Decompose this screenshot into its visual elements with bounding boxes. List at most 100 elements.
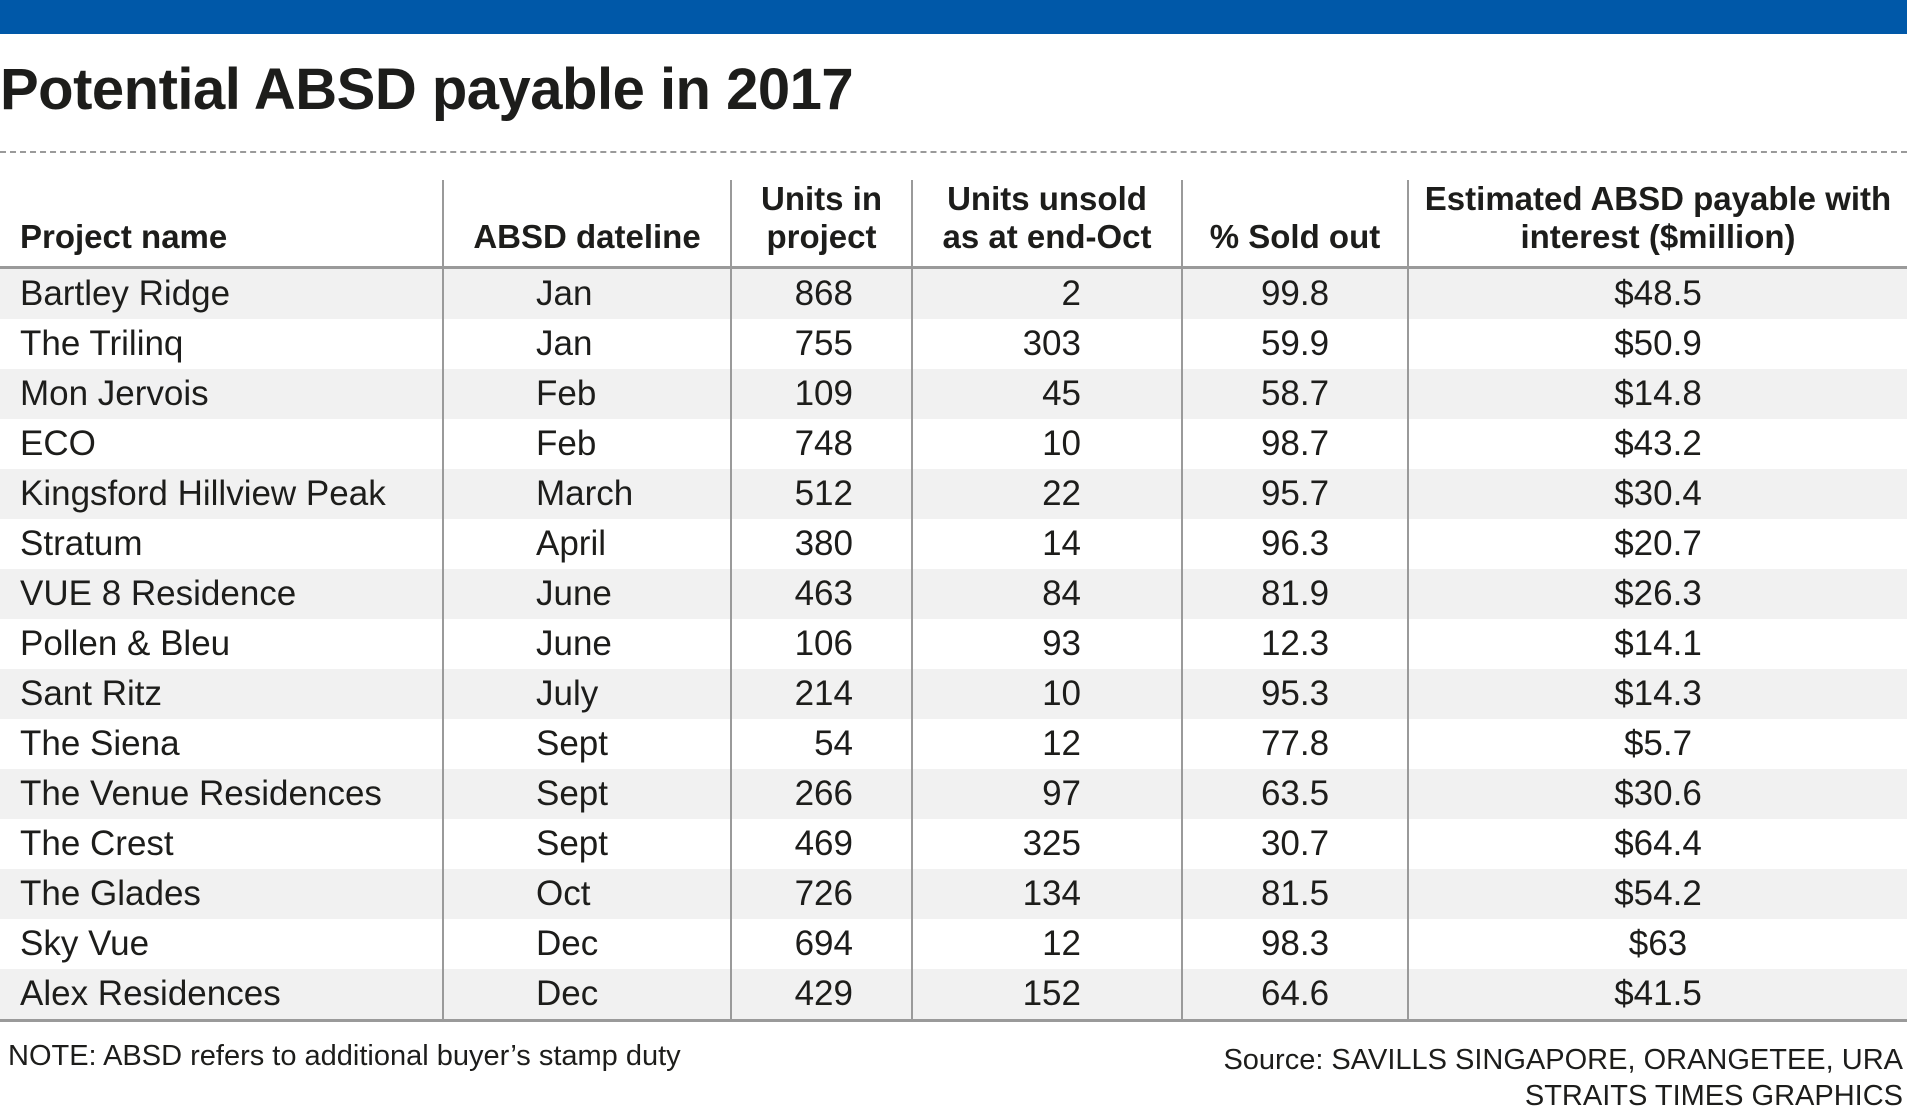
column-header: ABSD dateline: [442, 180, 731, 269]
table-cell: $14.8: [1407, 369, 1907, 419]
table-cell: $43.2: [1407, 419, 1907, 469]
column-header-line: % Sold out: [1209, 218, 1381, 255]
table-cell: 81.5: [1181, 869, 1408, 919]
table-cell: 95.3: [1181, 669, 1408, 719]
column-header-line: Project name: [20, 218, 228, 255]
table-cell: 45: [911, 369, 1182, 419]
table-cell: $41.5: [1407, 969, 1907, 1022]
table-cell: 14: [911, 519, 1182, 569]
table-cell: Sept: [442, 719, 731, 769]
table-cell: 63.5: [1181, 769, 1408, 819]
table-cell: $64.4: [1407, 819, 1907, 869]
table-cell: The Siena: [20, 724, 180, 763]
table-cell: $63: [1407, 919, 1907, 969]
column-header-line: Units unsold: [947, 180, 1147, 217]
table-cell: Sept: [442, 769, 731, 819]
table-cell: Sky Vue: [20, 924, 150, 963]
table-cell: 64.6: [1181, 969, 1408, 1022]
table-cell: $48.5: [1407, 267, 1907, 319]
table-cell: 12: [911, 919, 1182, 969]
table-body: Bartley Ridge Jan 868 2 99.8 $48.5 The Trilinq…: [0, 267, 1907, 1022]
table-cell: April: [442, 519, 731, 569]
table-cell: 96.3: [1181, 519, 1408, 569]
column-header: Units in project: [730, 180, 912, 269]
table-cell: 463: [730, 569, 912, 619]
table-cell: Jan: [442, 267, 731, 319]
column-header: Estimated ABSD payable with interest ($mi…: [1407, 180, 1907, 269]
table-cell: 97: [911, 769, 1182, 819]
table-cell: Bartley Ridge: [0, 267, 443, 319]
table-cell: Sept: [442, 819, 731, 869]
table-cell: $5.7: [1407, 719, 1907, 769]
table-cell: 152: [911, 969, 1182, 1022]
table-cell: $20.7: [1407, 519, 1907, 569]
table-cell: 98.3: [1181, 919, 1408, 969]
table-cell: 469: [730, 819, 912, 869]
source-credit: Source: SAVILLS SINGAPORE, ORANGETEE, UR…: [1223, 1042, 1903, 1114]
table-row: Sant Ritz July 214 10 95.3 $14.3: [0, 669, 1907, 719]
table-cell: 748: [730, 419, 912, 469]
table-cell: $30.6: [1407, 769, 1907, 819]
column-header-line: interest ($million): [1520, 218, 1796, 255]
table-cell: 380: [730, 519, 912, 569]
table-cell: 95.7: [1181, 469, 1408, 519]
table-cell: June: [442, 619, 731, 669]
table-cell: July: [442, 669, 731, 719]
page-title: Potential ABSD payable in 2017: [0, 57, 854, 122]
table-cell: 325: [911, 819, 1182, 869]
table-cell: The Glades: [0, 869, 443, 919]
dashed-divider: [0, 151, 1907, 153]
table-row: VUE 8 Residence June 463 84 81.9 $26.3: [0, 569, 1907, 619]
table-row: Mon Jervois Feb 109 45 58.7 $14.8: [0, 369, 1907, 419]
table-cell: $30.4: [1407, 469, 1907, 519]
table-cell: $14.1: [1407, 619, 1907, 669]
table-cell: 266: [730, 769, 912, 819]
table-cell: $14.3: [1407, 669, 1907, 719]
table-cell: 868: [730, 267, 912, 319]
table-cell: VUE 8 Residence: [0, 569, 443, 619]
column-header-line: ABSD dateline: [473, 218, 701, 255]
table-cell: 755: [730, 319, 912, 369]
column-header-line: project: [766, 218, 877, 255]
table-cell: 98.7: [1181, 419, 1408, 469]
absd-table: Project name ABSD dateline Units in proje…: [0, 180, 1907, 1022]
table-cell: Pollen & Bleu: [20, 624, 231, 663]
table-cell: Dec: [442, 919, 731, 969]
column-header: Project name: [0, 180, 443, 269]
column-header: % Sold out: [1181, 180, 1408, 269]
table-cell: $50.9: [1407, 319, 1907, 369]
table-cell: 54: [730, 719, 912, 769]
table-row: ECO Feb 748 10 98.7 $43.2: [0, 419, 1907, 469]
column-header-line: Estimated ABSD payable with: [1424, 180, 1892, 217]
table-cell: The Trilinq: [20, 324, 184, 363]
table-cell: 10: [911, 669, 1182, 719]
credit-line: STRAITS TIMES GRAPHICS: [1524, 1080, 1903, 1112]
footnote: NOTE: ABSD refers to additional buyer’s …: [8, 1040, 681, 1072]
table-header-row: Project name ABSD dateline Units in proje…: [0, 180, 1907, 269]
table-row: Kingsford Hillview Peak March 512 22 95.7 $30…: [0, 469, 1907, 519]
table-cell: 30.7: [1181, 819, 1408, 869]
table-cell: 93: [911, 619, 1182, 669]
table-cell: 134: [911, 869, 1182, 919]
table-row: Pollen & Bleu June 106 93 12.3 $14.1: [0, 619, 1907, 669]
table-cell: ECO: [20, 424, 96, 463]
table-row: Bartley Ridge Jan 868 2 99.8 $48.5: [0, 267, 1907, 319]
table-cell: 214: [730, 669, 912, 719]
table-cell: 12.3: [1181, 619, 1408, 669]
table-cell: 303: [911, 319, 1182, 369]
table-cell: The Venue Residences: [0, 769, 443, 819]
table-cell: Alex Residences: [0, 969, 443, 1022]
table-cell: Oct: [442, 869, 731, 919]
table-cell: Mon Jervois: [0, 369, 443, 419]
table-cell: June: [442, 569, 731, 619]
table-cell: Feb: [442, 419, 731, 469]
table-row: The Venue Residences Sept 266 97 63.5 $30.6: [0, 769, 1907, 819]
table-row: Stratum April 380 14 96.3 $20.7: [0, 519, 1907, 569]
table-cell: 58.7: [1181, 369, 1408, 419]
table-row: Alex Residences Dec 429 152 64.6 $41.5: [0, 969, 1907, 1022]
table-row: The Crest Sept 469 325 30.7 $64.4: [0, 819, 1907, 869]
source-line: Source: SAVILLS SINGAPORE, ORANGETEE, UR…: [1223, 1044, 1903, 1076]
table-cell: 12: [911, 719, 1182, 769]
table-cell: Jan: [442, 319, 731, 369]
table-row: The Glades Oct 726 134 81.5 $54.2: [0, 869, 1907, 919]
